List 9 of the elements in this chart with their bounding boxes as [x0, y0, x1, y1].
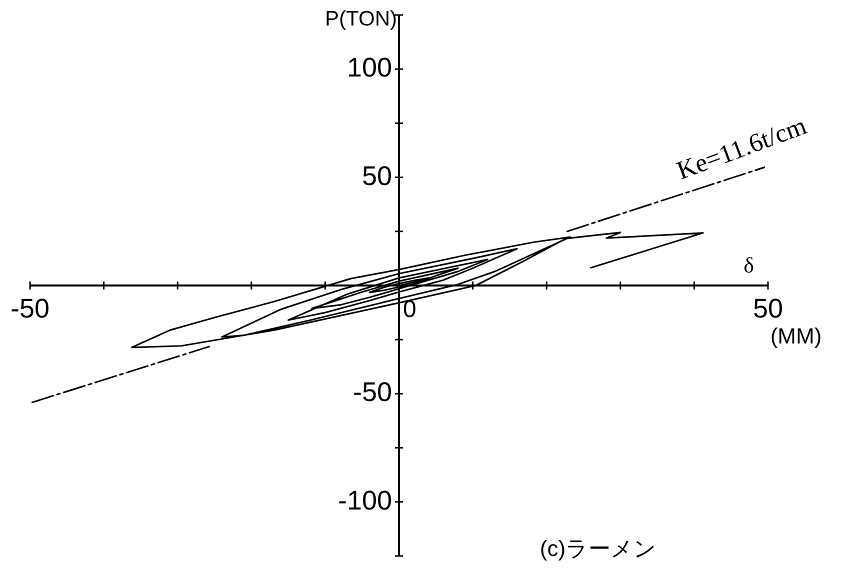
text: (MM) — [770, 324, 822, 349]
y-tick-label: 100 — [346, 52, 392, 83]
y-tick-label: 50 — [362, 160, 392, 191]
y-tick-label: -100 — [338, 485, 392, 516]
text: (c)ラーメン — [540, 536, 657, 562]
y-tick-label: -50 — [352, 377, 392, 408]
y-axis-title: P(TON) — [325, 7, 397, 30]
x-axis-title: δ — [744, 252, 754, 278]
annotation: 0 — [403, 296, 416, 324]
